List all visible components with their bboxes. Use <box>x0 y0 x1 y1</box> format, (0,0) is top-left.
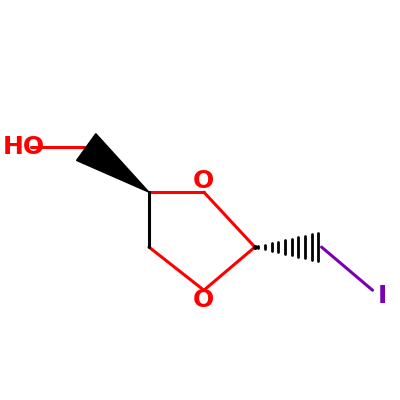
Text: I: I <box>378 284 387 308</box>
Polygon shape <box>76 134 149 192</box>
Text: HO: HO <box>2 135 44 159</box>
Text: O: O <box>193 288 214 312</box>
Text: O: O <box>193 169 214 193</box>
